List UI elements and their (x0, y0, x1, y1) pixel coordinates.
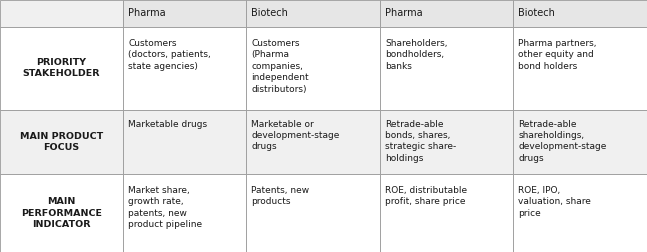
Bar (0, 174, 123, 252)
Text: ROE, IPO,
valuation, share
price: ROE, IPO, valuation, share price (518, 186, 591, 218)
Text: Shareholders,
bondholders,
banks: Shareholders, bondholders, banks (385, 39, 448, 71)
Bar (247, 110, 380, 174)
Text: Pharma partners,
other equity and
bond holders: Pharma partners, other equity and bond h… (518, 39, 597, 71)
Bar (380, 0, 514, 26)
Bar (514, 110, 647, 174)
Bar (0, 26, 123, 110)
Text: Biotech: Biotech (252, 8, 289, 18)
Bar (380, 110, 514, 174)
Bar (514, 26, 647, 110)
Text: PRIORITY
STAKEHOLDER: PRIORITY STAKEHOLDER (23, 58, 100, 78)
Bar (123, 0, 247, 26)
Bar (123, 174, 247, 252)
Text: Pharma: Pharma (128, 8, 166, 18)
Text: Pharma: Pharma (385, 8, 422, 18)
Bar (123, 26, 247, 110)
Text: MAIN PRODUCT
FOCUS: MAIN PRODUCT FOCUS (20, 132, 104, 152)
Text: ROE, distributable
profit, share price: ROE, distributable profit, share price (385, 186, 467, 206)
Bar (247, 0, 380, 26)
Bar (123, 110, 247, 174)
Text: Patents, new
products: Patents, new products (252, 186, 310, 206)
Bar (247, 26, 380, 110)
Text: MAIN
PERFORMANCE
INDICATOR: MAIN PERFORMANCE INDICATOR (21, 197, 102, 229)
Text: Retrade-able
bonds, shares,
strategic share-
holdings: Retrade-able bonds, shares, strategic sh… (385, 119, 456, 163)
Text: Marketable or
development-stage
drugs: Marketable or development-stage drugs (252, 119, 340, 151)
Bar (514, 0, 647, 26)
Text: Marketable drugs: Marketable drugs (128, 119, 207, 129)
Bar (514, 174, 647, 252)
Bar (0, 0, 123, 26)
Text: Market share,
growth rate,
patents, new
product pipeline: Market share, growth rate, patents, new … (128, 186, 203, 229)
Text: Customers
(doctors, patients,
state agencies): Customers (doctors, patients, state agen… (128, 39, 211, 71)
Bar (380, 174, 514, 252)
Text: Biotech: Biotech (518, 8, 555, 18)
Bar (247, 174, 380, 252)
Bar (380, 26, 514, 110)
Bar (0, 110, 123, 174)
Text: Customers
(Pharma
companies,
independent
distributors): Customers (Pharma companies, independent… (252, 39, 309, 94)
Text: Retrade-able
shareholdings,
development-stage
drugs: Retrade-able shareholdings, development-… (518, 119, 607, 163)
